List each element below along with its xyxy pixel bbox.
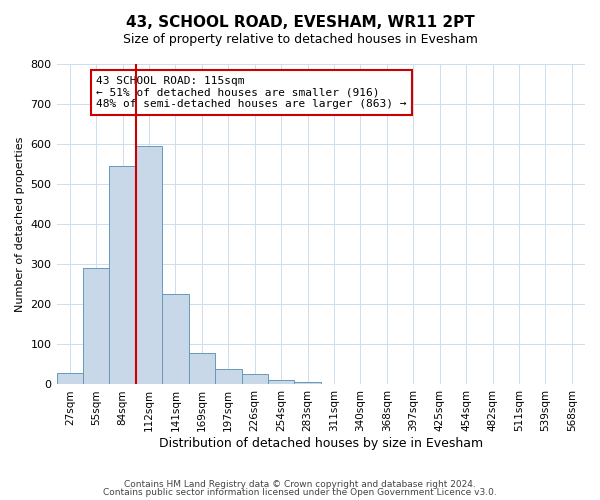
Bar — [109, 166, 136, 384]
Bar — [136, 146, 162, 384]
Bar — [83, 268, 109, 384]
Bar — [268, 380, 295, 384]
Bar — [215, 369, 242, 384]
Bar — [242, 374, 268, 384]
Text: 43, SCHOOL ROAD, EVESHAM, WR11 2PT: 43, SCHOOL ROAD, EVESHAM, WR11 2PT — [125, 15, 475, 30]
Text: Size of property relative to detached houses in Evesham: Size of property relative to detached ho… — [122, 32, 478, 46]
Text: 43 SCHOOL ROAD: 115sqm
← 51% of detached houses are smaller (916)
48% of semi-de: 43 SCHOOL ROAD: 115sqm ← 51% of detached… — [96, 76, 407, 109]
Text: Contains public sector information licensed under the Open Government Licence v3: Contains public sector information licen… — [103, 488, 497, 497]
Bar — [188, 353, 215, 384]
Text: Contains HM Land Registry data © Crown copyright and database right 2024.: Contains HM Land Registry data © Crown c… — [124, 480, 476, 489]
Bar — [162, 294, 188, 384]
Y-axis label: Number of detached properties: Number of detached properties — [15, 136, 25, 312]
Bar — [56, 373, 83, 384]
Bar — [295, 382, 321, 384]
X-axis label: Distribution of detached houses by size in Evesham: Distribution of detached houses by size … — [159, 437, 483, 450]
